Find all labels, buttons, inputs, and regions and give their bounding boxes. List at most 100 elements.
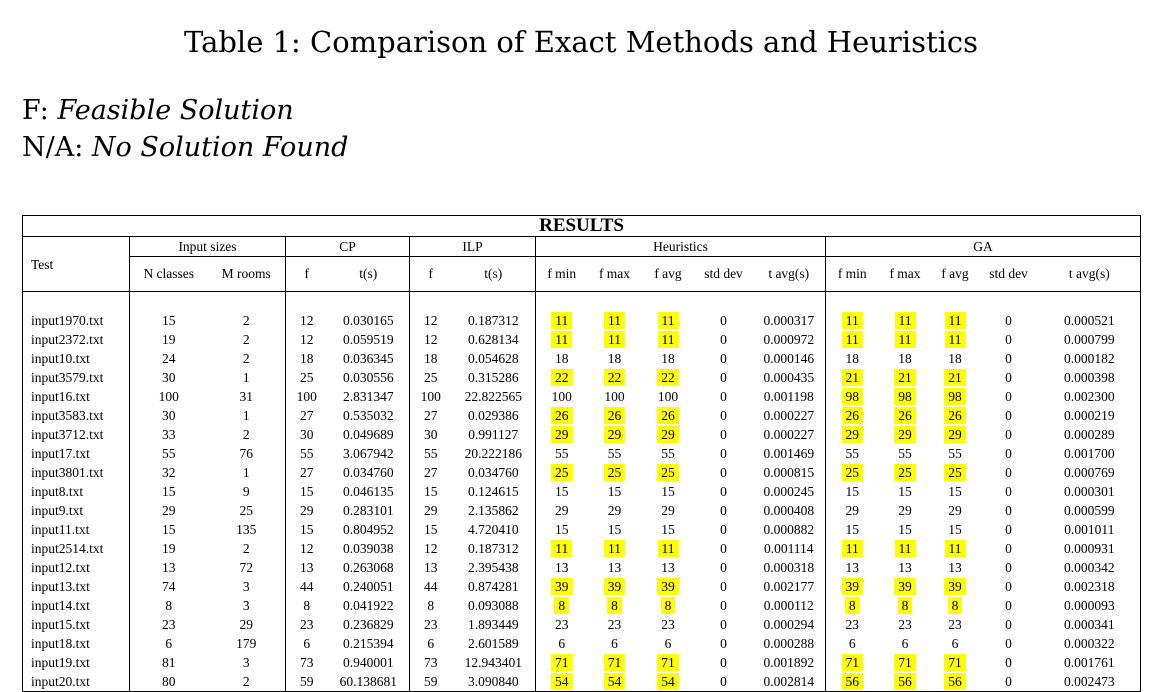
cell-value: 15 <box>845 484 860 499</box>
cell-ilp-t: 0.187312 <box>452 539 536 558</box>
cell-test: input15.txt <box>22 615 130 634</box>
cell-cp-t: 0.030165 <box>328 311 410 330</box>
cell-heuristics-f-avg: 13 <box>642 558 695 577</box>
cell-cp-t: 60.138681 <box>327 672 410 692</box>
cell-cp-f: 44 <box>285 577 328 596</box>
cell-value: input9.txt <box>31 503 84 518</box>
cell-heuristics-f-avg: 25 <box>642 463 695 482</box>
cell-heuristics-f-max: 25 <box>588 463 642 482</box>
cell-ilp-f: 23 <box>409 615 452 634</box>
table-caption: RESULTS <box>21 215 1142 237</box>
cell-value: 30 <box>300 427 314 442</box>
highlighted-value: 71 <box>894 654 916 671</box>
cell-value: input17.txt <box>31 446 90 461</box>
cell-value: 15 <box>898 522 912 537</box>
cell-value: 0.041922 <box>342 598 394 613</box>
cell-value: 0.036345 <box>342 351 394 366</box>
cell-ga-f-avg: 6 <box>932 634 979 653</box>
cell-value: 0.240051 <box>342 579 394 594</box>
cell-heuristics-t-avg: 0.001198 <box>753 387 826 406</box>
cell-ga-std-dev: 0 <box>979 463 1039 482</box>
cell-value: 22.822565 <box>464 389 522 404</box>
cell-n-classes: 6 <box>129 634 208 653</box>
cell-value: 2 <box>242 427 250 442</box>
table-row: input12.txt 13 72 13 0.263068 13 2.395438 13 13 1… <box>22 558 1142 577</box>
cell-value: 8 <box>165 598 173 613</box>
cell-ilp-f: 12 <box>409 539 452 558</box>
cell-value: 13 <box>162 560 176 575</box>
cell-heuristics-std-dev: 0 <box>695 634 753 653</box>
cell-ilp-t: 0.034760 <box>452 463 536 482</box>
highlighted-value: 21 <box>841 369 863 386</box>
cell-heuristics-f-max: 8 <box>588 596 642 615</box>
cell-ilp-t: 0.029386 <box>452 406 536 425</box>
highlighted-value: 11 <box>657 312 679 329</box>
cell-m-rooms: 25 <box>208 501 286 520</box>
column-m-rooms: M rooms <box>207 256 286 292</box>
cell-heuristics-f-max: 71 <box>588 653 642 672</box>
cell-value: 29 <box>162 503 176 518</box>
cell-ga-f-avg: 11 <box>932 311 979 330</box>
cell-heuristics-std-dev: 0 <box>695 425 753 444</box>
cell-cp-f: 12 <box>285 311 328 330</box>
cell-cp-t: 0.046135 <box>328 482 410 501</box>
cell-heuristics-t-avg: 0.000112 <box>753 596 826 615</box>
cell-n-classes: 100 <box>129 387 208 406</box>
cell-value: 12 <box>300 313 314 328</box>
table-row: input2514.txt 19 2 12 0.039038 12 0.187312 11 11… <box>22 539 1142 558</box>
highlighted-value: 11 <box>551 312 573 329</box>
cell-value: 9 <box>242 484 250 499</box>
cell-value: 2 <box>242 674 250 689</box>
cell-cp-f: 27 <box>285 406 328 425</box>
cell-ga-t-avg: 0.000342 <box>1038 558 1142 577</box>
column-n-classes: N classes <box>129 256 208 292</box>
cell-ga-std-dev: 0 <box>979 444 1039 463</box>
cell-m-rooms: 31 <box>208 387 286 406</box>
cell-n-classes: 8 <box>129 596 208 615</box>
cell-cp-t: 0.215394 <box>328 634 410 653</box>
cell-value: 12 <box>424 541 438 556</box>
cell-cp-f: 27 <box>285 463 328 482</box>
cell-value: 0 <box>1005 598 1012 613</box>
cell-heuristics-f-avg: 55 <box>642 444 695 463</box>
highlighted-value: 29 <box>603 426 626 443</box>
legend-no-solution-key: N/A: <box>22 132 84 163</box>
column-cp-f: f <box>285 256 328 292</box>
legend-no-solution: N/A: No Solution Found <box>22 132 348 163</box>
cell-value: 13 <box>555 560 569 575</box>
cell-value: 23 <box>162 617 176 632</box>
cell-value: 6 <box>901 636 909 651</box>
highlighted-value: 29 <box>841 426 863 443</box>
cell-heuristics-std-dev: 0 <box>695 368 753 387</box>
cell-value: 0 <box>720 446 727 461</box>
table-row: input18.txt 6 179 6 0.215394 6 2.601589 6 6 6 0 0.0… <box>22 634 1142 653</box>
cell-heuristics-f-min: 8 <box>535 596 588 615</box>
highlighted-value: 8 <box>897 597 913 614</box>
cell-value: 73 <box>424 655 438 670</box>
table-row: input2372.txt 19 2 12 0.059519 12 0.628134 11 11… <box>22 330 1142 349</box>
cell-ga-f-max: 11 <box>879 311 932 330</box>
cell-value: 55 <box>300 446 314 461</box>
cell-cp-t: 0.804952 <box>328 520 410 539</box>
cell-value: 0.215394 <box>342 636 394 651</box>
highlighted-value: 25 <box>603 464 626 481</box>
cell-ga-f-max: 6 <box>879 634 932 653</box>
cell-test: input10.txt <box>22 349 130 368</box>
cell-heuristics-f-min: 25 <box>535 463 588 482</box>
cell-n-classes: 29 <box>129 501 208 520</box>
cell-ga-t-avg: 0.000341 <box>1038 615 1142 634</box>
cell-value: 18 <box>300 351 314 366</box>
cell-value: 0.000112 <box>763 598 814 613</box>
highlighted-value: 8 <box>660 597 676 614</box>
cell-value: 179 <box>236 636 257 651</box>
cell-value: 0.093088 <box>467 598 519 613</box>
table-row: input15.txt 23 29 23 0.236829 23 1.893449 23 23 2… <box>22 615 1142 634</box>
cell-value: input2372.txt <box>31 332 104 347</box>
cell-heuristics-t-avg: 0.001892 <box>753 653 826 672</box>
cell-value: 23 <box>661 617 675 632</box>
table-row: input20.txt 80 2 59 60.138681 59 3.090840 54 54 5… <box>22 672 1142 692</box>
cell-value: 6 <box>165 636 173 651</box>
highlighted-value: 54 <box>551 673 573 690</box>
cell-value: input3801.txt <box>31 465 104 480</box>
cell-cp-f: 29 <box>285 501 328 520</box>
